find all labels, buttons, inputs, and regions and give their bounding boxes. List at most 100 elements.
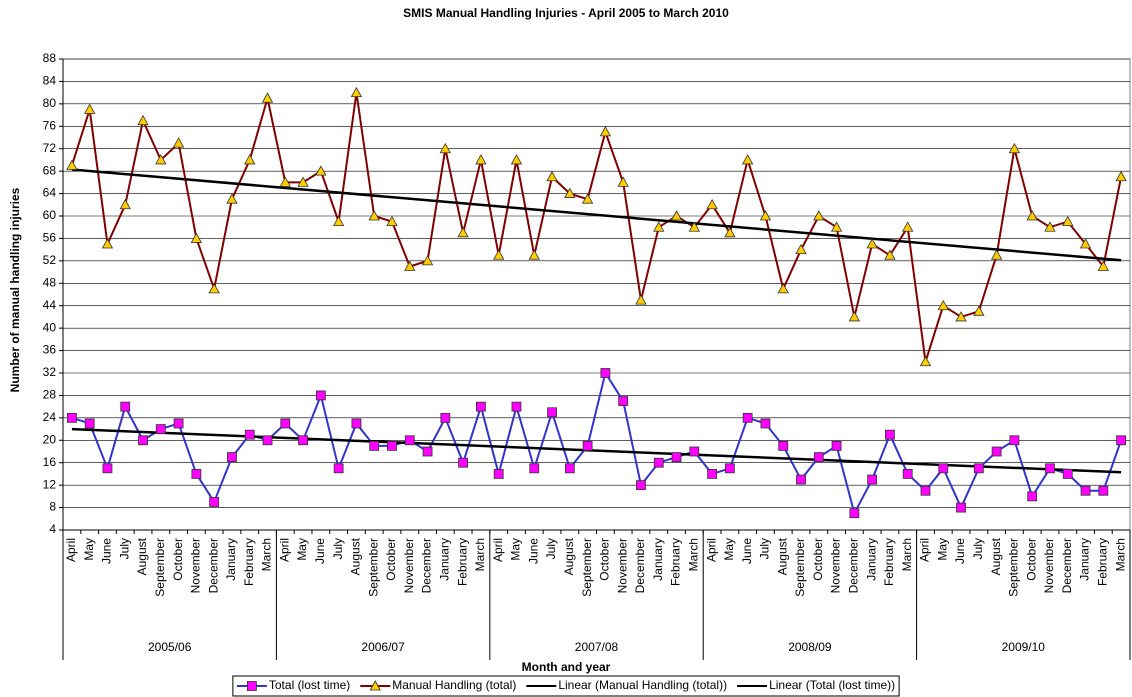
y-tick-label: 56 bbox=[43, 231, 57, 245]
x-tick-label: December bbox=[633, 538, 647, 593]
x-tick-label: July bbox=[117, 538, 131, 559]
x-tick-label: March bbox=[473, 538, 487, 571]
x-tick-label: May bbox=[295, 538, 309, 561]
data-point bbox=[209, 497, 220, 507]
y-tick-label: 72 bbox=[43, 141, 57, 155]
data-point bbox=[315, 390, 326, 401]
plot-area bbox=[62, 58, 1131, 531]
data-point bbox=[261, 92, 274, 103]
data-point bbox=[830, 221, 843, 232]
x-tick-label: October bbox=[384, 538, 398, 581]
data-point bbox=[421, 255, 434, 266]
x-tick-label: February bbox=[242, 538, 256, 586]
data-point bbox=[493, 469, 504, 479]
data-point bbox=[831, 440, 842, 451]
data-point bbox=[138, 435, 148, 446]
data-point bbox=[689, 446, 700, 457]
data-point bbox=[902, 469, 913, 479]
data-point bbox=[476, 401, 486, 412]
data-point bbox=[227, 452, 237, 463]
x-tick-label: October bbox=[598, 538, 612, 581]
x-tick-label: August bbox=[562, 537, 576, 575]
data-point bbox=[1115, 170, 1127, 182]
x-tick-label: June bbox=[740, 538, 754, 564]
data-point bbox=[369, 440, 380, 451]
data-point bbox=[191, 469, 202, 479]
data-point bbox=[955, 311, 967, 322]
data-point bbox=[457, 226, 469, 238]
x-tick-label: September bbox=[793, 538, 807, 597]
x-tick-label: April bbox=[277, 538, 291, 562]
x-tick-label: January bbox=[651, 538, 665, 581]
data-point bbox=[653, 221, 665, 232]
legend-item: Linear (Manual Handling (total)) bbox=[526, 678, 727, 692]
chart-title: SMIS Manual Handling Injuries - April 20… bbox=[403, 6, 729, 20]
x-tick-label: November bbox=[829, 538, 843, 593]
x-tick-label: February bbox=[669, 538, 683, 586]
y-tick-label: 12 bbox=[43, 477, 57, 491]
y-tick-label: 28 bbox=[43, 388, 57, 402]
x-tick-label: August bbox=[349, 537, 363, 575]
data-point bbox=[778, 440, 789, 451]
x-tick-label: April bbox=[64, 538, 78, 562]
data-point bbox=[510, 154, 523, 165]
y-tick-label: 68 bbox=[43, 163, 57, 177]
data-point bbox=[938, 463, 949, 474]
data-point bbox=[84, 418, 95, 429]
data-point bbox=[155, 154, 167, 165]
x-tick-label: May bbox=[722, 538, 736, 561]
data-point bbox=[529, 463, 540, 474]
x-tick-label: March bbox=[260, 538, 274, 571]
x-tick-label: April bbox=[491, 538, 505, 562]
data-point bbox=[884, 249, 896, 260]
data-point bbox=[866, 238, 878, 249]
y-tick-label: 4 bbox=[49, 522, 56, 536]
data-point bbox=[617, 176, 629, 187]
data-point bbox=[1044, 221, 1056, 232]
data-point bbox=[742, 412, 753, 423]
y-tick-label: 80 bbox=[43, 96, 57, 110]
data-point bbox=[867, 474, 878, 485]
data-point bbox=[582, 440, 593, 451]
data-point bbox=[1079, 238, 1092, 249]
legend-box bbox=[232, 675, 900, 697]
legend: Total (lost time) Manual Handling (total)… bbox=[232, 675, 900, 697]
data-point bbox=[902, 221, 914, 232]
group-label: 2008/09 bbox=[788, 640, 832, 654]
data-point bbox=[280, 418, 291, 429]
x-tick-label: December bbox=[847, 538, 861, 593]
data-point bbox=[546, 170, 558, 182]
data-point bbox=[528, 249, 540, 260]
x-tick-label: January bbox=[224, 538, 238, 581]
trend-line bbox=[71, 168, 1122, 262]
x-tick-label: August bbox=[775, 537, 789, 575]
x-tick-label: June bbox=[953, 538, 967, 564]
data-point bbox=[564, 187, 576, 198]
data-point bbox=[741, 154, 754, 165]
y-tick-label: 44 bbox=[43, 298, 57, 312]
data-point bbox=[795, 243, 807, 255]
x-tick-label: May bbox=[935, 538, 949, 561]
x-tick-label: September bbox=[366, 538, 380, 597]
legend-marker bbox=[369, 680, 381, 691]
y-tick-label: 60 bbox=[43, 208, 57, 222]
data-point bbox=[599, 126, 612, 137]
data-point bbox=[368, 210, 380, 221]
group-label: 2005/06 bbox=[148, 640, 192, 654]
y-tick-label: 36 bbox=[43, 343, 57, 357]
x-tick-label: July bbox=[544, 538, 558, 559]
y-tick-label: 40 bbox=[43, 320, 57, 334]
data-point bbox=[991, 446, 1002, 457]
data-point bbox=[653, 457, 664, 468]
data-point bbox=[155, 424, 166, 434]
data-point bbox=[636, 480, 646, 491]
x-tick-label: June bbox=[313, 538, 327, 564]
data-point bbox=[83, 103, 96, 114]
data-point bbox=[760, 418, 771, 429]
data-point bbox=[262, 435, 273, 446]
data-point bbox=[813, 452, 824, 463]
data-point bbox=[618, 396, 629, 406]
data-point bbox=[1008, 142, 1021, 154]
data-point bbox=[387, 440, 397, 451]
data-point bbox=[173, 418, 184, 429]
